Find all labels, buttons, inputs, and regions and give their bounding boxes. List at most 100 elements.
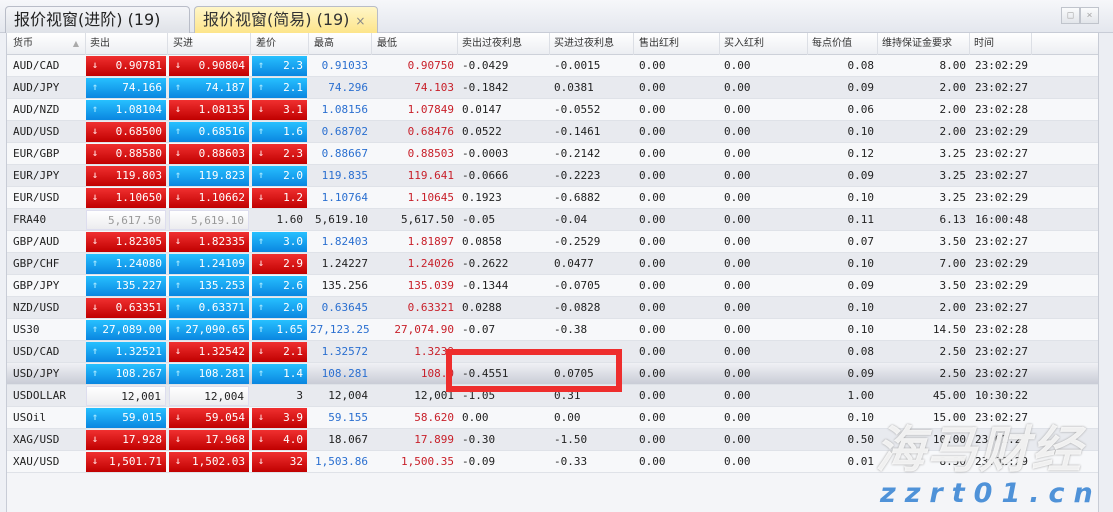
column-header[interactable]: 售出红利 bbox=[635, 33, 720, 55]
column-header[interactable]: 维持保证金要求 bbox=[878, 33, 970, 55]
cell-value: 0.68476 bbox=[407, 125, 454, 138]
cell-sell[interactable]: ↑ 59.015 bbox=[86, 408, 166, 428]
table-row[interactable]: XAG/USD ↓ 17.928 ↓ 17.968 ↓ 4.0 18.067 17.899 -0.… bbox=[7, 429, 1099, 451]
cell-sell[interactable]: ↓ 0.90781 bbox=[86, 56, 166, 76]
table-row[interactable]: USD/JPY ↑ 108.267 ↑ 108.281 ↑ 1.4 108.281 108.0-… bbox=[7, 363, 1099, 385]
table-row[interactable]: EUR/USD ↓ 1.10650 ↓ 1.10662 ↓ 1.2 1.10764 1.1064… bbox=[7, 187, 1099, 209]
tab-quote-simple[interactable]: 报价视窗(简易) (19) × bbox=[194, 6, 378, 33]
cell-buy[interactable]: ↑ 135.253 bbox=[169, 276, 249, 296]
cell-buy[interactable]: ↑ 119.823 bbox=[169, 166, 249, 186]
cell-margin: 2.00 bbox=[878, 77, 970, 98]
cell-value: 1.6 bbox=[283, 125, 303, 138]
cell-buy[interactable]: 12,004 bbox=[169, 386, 249, 406]
cell-sell[interactable]: ↑ 1.08104 bbox=[86, 100, 166, 120]
tab-quote-advanced[interactable]: 报价视窗(进阶) (19) bbox=[5, 6, 190, 33]
table-row[interactable]: AUD/NZD ↑ 1.08104 ↓ 1.08135 ↓ 3.1 1.08156 1.0784… bbox=[7, 99, 1099, 121]
cell-sell[interactable]: ↑ 135.227 bbox=[86, 276, 166, 296]
cell-buy[interactable]: ↑ 74.187 bbox=[169, 78, 249, 98]
cell-buy[interactable]: ↓ 1.32542 bbox=[169, 342, 249, 362]
column-header[interactable]: 差价 bbox=[252, 33, 309, 55]
cell-value: 0.00 bbox=[639, 433, 666, 446]
cell-pv: 0.10 bbox=[808, 407, 878, 428]
cell-buy[interactable]: ↓ 0.90804 bbox=[169, 56, 249, 76]
close-icon[interactable]: × bbox=[355, 14, 366, 28]
cell-sym: GBP/JPY bbox=[9, 275, 86, 296]
arrow-down-icon: ↓ bbox=[92, 434, 99, 445]
cell-low: 12,001 bbox=[373, 385, 458, 406]
cell-margin: 3.25 bbox=[878, 187, 970, 208]
column-header[interactable]: 卖出过夜利息 bbox=[458, 33, 550, 55]
column-header[interactable]: 货币 ▲ bbox=[9, 33, 86, 55]
table-row[interactable]: USOil ↑ 59.015 ↓ 59.054 ↓ 3.9 59.155 58.620 0.00 0… bbox=[7, 407, 1099, 429]
table-row[interactable]: GBP/AUD ↓ 1.82305 ↓ 1.82335 ↑ 3.0 1.82403 1.8189… bbox=[7, 231, 1099, 253]
column-header[interactable]: 买入红利 bbox=[720, 33, 808, 55]
cell-sell[interactable]: ↓ 0.88580 bbox=[86, 144, 166, 164]
cell-buy[interactable]: ↓ 1.08135 bbox=[169, 100, 249, 120]
column-header[interactable]: 每点价值 bbox=[808, 33, 878, 55]
cell-sell[interactable]: 12,001 bbox=[86, 386, 166, 406]
cell-buy[interactable]: ↑ 0.68516 bbox=[169, 122, 249, 142]
cell-sell[interactable]: ↓ 119.803 bbox=[86, 166, 166, 186]
table-row[interactable]: AUD/JPY ↑ 74.166 ↑ 74.187 ↑ 2.1 74.296 74.103 -0.… bbox=[7, 77, 1099, 99]
column-header[interactable]: 最高 bbox=[310, 33, 372, 55]
cell-spread: ↑ 1.65 bbox=[252, 320, 307, 340]
cell-value: 27,123.25 bbox=[310, 323, 370, 336]
table-row[interactable]: GBP/JPY ↑ 135.227 ↑ 135.253 ↑ 2.6 135.256 135.03… bbox=[7, 275, 1099, 297]
column-header[interactable]: 卖出 bbox=[86, 33, 168, 55]
table-row[interactable]: XAU/USD ↓ 1,501.71 ↓ 1,502.03 ↓ 32 1,503.86 1,50… bbox=[7, 451, 1099, 473]
column-header[interactable]: 买进过夜利息 bbox=[550, 33, 634, 55]
cell-value: 2.3 bbox=[283, 147, 303, 160]
cell-buy[interactable]: ↓ 17.968 bbox=[169, 430, 249, 450]
table-row[interactable]: FRA40 5,617.50 5,619.10 1.60 5,619.10 5,617.5… bbox=[7, 209, 1099, 231]
cell-buy[interactable]: ↓ 1,502.03 bbox=[169, 452, 249, 472]
cell-sswap: 0.0288 bbox=[458, 297, 550, 318]
column-header[interactable]: 买进 bbox=[169, 33, 251, 55]
table-row[interactable]: AUD/CAD ↓ 0.90781 ↓ 0.90804 ↑ 2.3 0.91033 0.9075… bbox=[7, 55, 1099, 77]
cell-sell[interactable]: ↓ 17.928 bbox=[86, 430, 166, 450]
cell-sell[interactable]: ↑ 1.32521 bbox=[86, 342, 166, 362]
cell-sell[interactable]: ↓ 1,501.71 bbox=[86, 452, 166, 472]
cell-buy[interactable]: ↑ 108.281 bbox=[169, 364, 249, 384]
cell-sell[interactable]: ↓ 0.63351 bbox=[86, 298, 166, 318]
cell-buy[interactable]: ↓ 1.82335 bbox=[169, 232, 249, 252]
arrow-up-icon: ↑ bbox=[92, 258, 99, 269]
cell-sswap: -0.0429 bbox=[458, 55, 550, 76]
cell-sell[interactable]: ↑ 74.166 bbox=[86, 78, 166, 98]
cell-pv: 0.10 bbox=[808, 187, 878, 208]
table-row[interactable]: US30 ↑ 27,089.00 ↑ 27,090.65 ↑ 1.65 27,123.25 27… bbox=[7, 319, 1099, 341]
cell-sell[interactable]: ↑ 1.24080 bbox=[86, 254, 166, 274]
cell-sswap: 0.0147 bbox=[458, 99, 550, 120]
cell-buy[interactable]: 5,619.10 bbox=[169, 210, 249, 230]
cell-sell[interactable]: ↓ 1.82305 bbox=[86, 232, 166, 252]
cell-buy[interactable]: ↓ 0.88603 bbox=[169, 144, 249, 164]
cell-buy[interactable]: ↓ 1.10662 bbox=[169, 188, 249, 208]
cell-high: 0.91033 bbox=[310, 55, 372, 76]
cell-sell[interactable]: 5,617.50 bbox=[86, 210, 166, 230]
arrow-up-icon: ↑ bbox=[175, 82, 182, 93]
cell-buy[interactable]: ↑ 1.24109 bbox=[169, 254, 249, 274]
close-button[interactable]: × bbox=[1080, 7, 1099, 24]
cell-value: 3.0 bbox=[283, 235, 303, 248]
cell-pv: 0.08 bbox=[808, 55, 878, 76]
cell-value: 2.00 bbox=[939, 301, 967, 314]
column-header[interactable]: 时间 bbox=[970, 33, 1032, 55]
cell-sell[interactable]: ↓ 1.10650 bbox=[86, 188, 166, 208]
table-row[interactable]: USDOLLAR 12,001 12,004 3 12,004 12,001 -1.05 0.… bbox=[7, 385, 1099, 407]
cell-time: 23:02:27 bbox=[970, 165, 1032, 186]
column-header[interactable]: 最低 bbox=[373, 33, 458, 55]
cell-sell[interactable]: ↑ 27,089.00 bbox=[86, 320, 166, 340]
restore-button[interactable]: □ bbox=[1061, 7, 1080, 24]
cell-buy[interactable]: ↑ 0.63371 bbox=[169, 298, 249, 318]
table-row[interactable]: NZD/USD ↓ 0.63351 ↑ 0.63371 ↑ 2.0 0.63645 0.6332… bbox=[7, 297, 1099, 319]
cell-sell[interactable]: ↑ 108.267 bbox=[86, 364, 166, 384]
cell-buy[interactable]: ↑ 27,090.65 bbox=[169, 320, 249, 340]
cell-value: 1.10650 bbox=[115, 191, 162, 204]
cell-value: 0.00 bbox=[724, 147, 751, 160]
table-row[interactable]: EUR/GBP ↓ 0.88580 ↓ 0.88603 ↓ 2.3 0.88667 0.8850… bbox=[7, 143, 1099, 165]
cell-sell[interactable]: ↓ 0.68500 bbox=[86, 122, 166, 142]
table-row[interactable]: AUD/USD ↓ 0.68500 ↑ 0.68516 ↑ 1.6 0.68702 0.6847… bbox=[7, 121, 1099, 143]
arrow-down-icon: ↓ bbox=[92, 236, 99, 247]
table-row[interactable]: GBP/CHF ↑ 1.24080 ↑ 1.24109 ↓ 2.9 1.24227 1.2402… bbox=[7, 253, 1099, 275]
cell-buy[interactable]: ↓ 59.054 bbox=[169, 408, 249, 428]
table-row[interactable]: EUR/JPY ↓ 119.803 ↑ 119.823 ↑ 2.0 119.835 119.64… bbox=[7, 165, 1099, 187]
